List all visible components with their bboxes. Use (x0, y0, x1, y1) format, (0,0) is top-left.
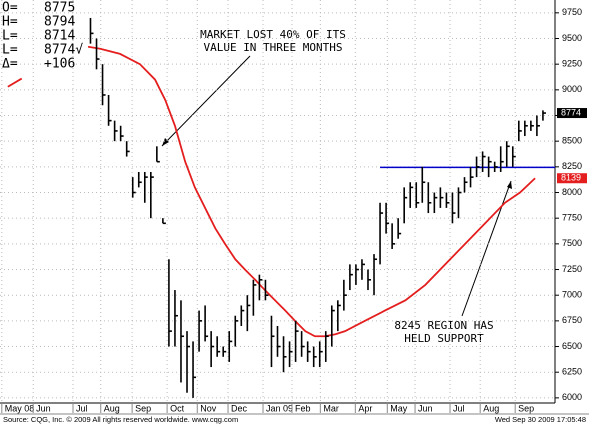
y-tick-label: 9000 (562, 84, 582, 94)
info-label: Δ= (2, 57, 18, 72)
annotation: 8245 REGION HAS (394, 319, 493, 332)
x-tick-label: Sep (135, 403, 151, 413)
x-tick-label: Jun (418, 403, 433, 413)
last-price-label: 8774 (561, 107, 581, 117)
y-tick-label: 6500 (562, 341, 582, 351)
y-tick-label: 8000 (562, 187, 582, 197)
annotation: VALUE IN THREE MONTHS (203, 41, 342, 54)
source: Source: CQG, Inc. © 2009 All rights rese… (3, 415, 238, 424)
y-tick-label: 7250 (562, 264, 582, 274)
y-tick-label: 9750 (562, 7, 582, 17)
x-tick-label: Jan 09 (266, 403, 293, 413)
x-tick-label: May 08 (5, 403, 35, 413)
info-label: H= (2, 15, 18, 30)
y-tick-label: 8500 (562, 136, 582, 146)
info-value: +106 (44, 57, 75, 72)
info-label: O= (2, 1, 18, 16)
info-value: 8714 (44, 29, 75, 44)
average-box (557, 173, 587, 184)
x-tick-label: Apr (358, 403, 372, 413)
moving-average (7, 45, 536, 338)
y-tick-label: 7000 (562, 290, 582, 300)
x-tick-label: Jul (76, 403, 88, 413)
y-tick-label: 6000 (562, 392, 582, 402)
y-tick-label: 9250 (562, 59, 582, 69)
x-tick-label: Mar (323, 403, 339, 413)
arrow-head (507, 181, 512, 189)
annotation-arrow (461, 180, 512, 317)
y-tick-label: 7500 (562, 238, 582, 248)
x-tick-label: Aug (104, 403, 120, 413)
x-tick-label: Jul (453, 403, 465, 413)
info-value: 8794 (44, 15, 75, 30)
last-price-box (557, 108, 587, 119)
x-tick-label: Aug (483, 403, 499, 413)
info-label: L= (2, 29, 18, 44)
y-tick-label: 6750 (562, 315, 582, 325)
x-tick-label: Dec (231, 403, 248, 413)
x-tick-label: Nov (200, 403, 217, 413)
y-tick-label: 8250 (562, 161, 582, 171)
x-tick-label: Jun (36, 403, 51, 413)
y-tick-label: 6250 (562, 367, 582, 377)
x-tick-label: Sep (518, 403, 534, 413)
info-value: 8775 (44, 1, 75, 16)
y-tick-label: 7750 (562, 213, 582, 223)
y-tick-label: 9500 (562, 33, 582, 43)
annotation: MARKET LOST 40% OF ITS (200, 28, 346, 41)
arrow-head (162, 138, 169, 146)
x-tick-label: Oct (170, 403, 185, 413)
x-tick-label: Feb (295, 403, 311, 413)
timestamp: Wed Sep 30 2009 17:05:48 (495, 415, 586, 424)
annotation: HELD SUPPORT (404, 332, 484, 345)
x-tick-label: May (390, 403, 408, 413)
info-value: 8774√ (44, 43, 83, 58)
average-label: 8139 (561, 173, 581, 183)
info-label: L= (2, 43, 18, 58)
